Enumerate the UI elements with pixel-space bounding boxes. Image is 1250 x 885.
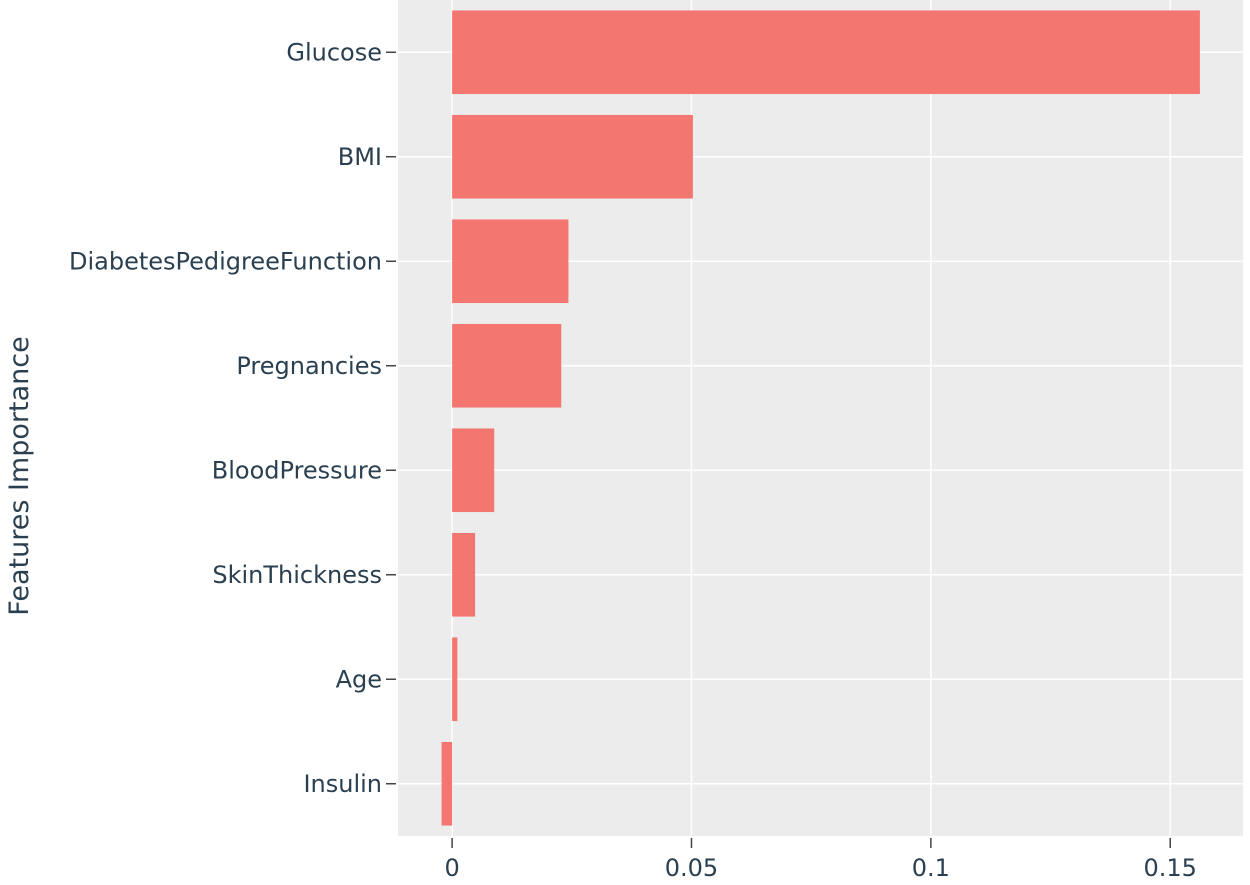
y-tick-label: BloodPressure	[212, 456, 382, 484]
bar-glucose	[452, 10, 1200, 95]
y-axis: Glucose BMI DiabetesPedigreeFunction Pregna…	[69, 38, 396, 798]
x-tick-label: 0	[444, 854, 459, 882]
bar-diabetespedigreefunction	[452, 219, 569, 304]
bar-skinthickness	[452, 532, 476, 617]
y-tick-label: Glucose	[286, 38, 382, 66]
x-tick-label: 0.05	[665, 854, 718, 882]
bar-bmi	[452, 114, 693, 199]
x-tick-label: 0.1	[912, 854, 950, 882]
y-tick-label: Age	[336, 665, 382, 693]
bar-pregnancies	[452, 323, 562, 408]
y-tick-label: SkinThickness	[212, 561, 382, 589]
x-tick-label: 0.15	[1144, 854, 1197, 882]
y-tick-label: BMI	[338, 143, 382, 171]
y-axis-title: Features Importance	[4, 336, 35, 615]
bar-bloodpressure	[452, 428, 495, 513]
y-tick-label: DiabetesPedigreeFunction	[69, 247, 382, 275]
bar-insulin	[441, 741, 453, 826]
y-tick-label: Insulin	[303, 770, 382, 798]
bar-age	[452, 637, 458, 722]
bars	[441, 10, 1200, 826]
x-axis: 0 0.05 0.1 0.15	[444, 838, 1197, 882]
y-tick-label: Pregnancies	[236, 352, 382, 380]
